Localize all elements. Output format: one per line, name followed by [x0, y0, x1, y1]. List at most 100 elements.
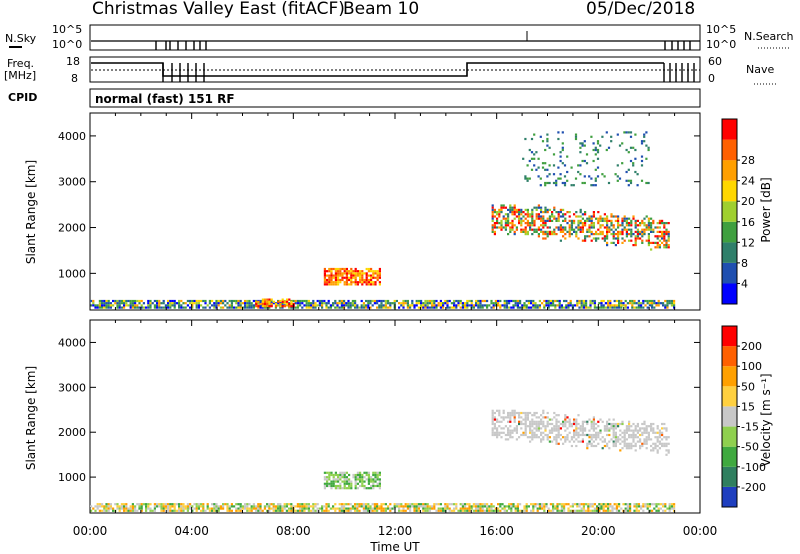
data-cell — [345, 471, 348, 474]
data-cell — [603, 440, 606, 443]
velocity-data-layer — [90, 409, 676, 512]
data-cell — [323, 276, 326, 279]
data-cell — [219, 505, 222, 508]
data-cell — [639, 444, 642, 448]
data-cell — [592, 213, 595, 216]
data-cell — [248, 302, 251, 305]
data-cell — [625, 233, 628, 236]
data-cell — [362, 302, 365, 305]
data-cell — [337, 272, 340, 275]
data-cell — [634, 170, 637, 174]
data-cell — [656, 436, 659, 439]
data-cell — [502, 411, 505, 415]
data-cell — [552, 173, 556, 176]
data-cell — [630, 429, 633, 432]
data-cell — [341, 272, 344, 275]
data-cell — [365, 306, 368, 309]
data-cell — [314, 503, 317, 506]
data-cell — [479, 302, 482, 305]
data-cell — [281, 302, 284, 305]
data-cell — [592, 215, 595, 218]
data-cell — [343, 283, 346, 286]
power-ylabel: Slant Range [km] — [24, 160, 38, 264]
data-cell — [372, 272, 375, 275]
data-cell — [544, 230, 547, 233]
data-cell — [621, 217, 624, 220]
data-cell — [266, 306, 269, 309]
data-cell — [350, 283, 353, 286]
data-cell — [576, 302, 579, 305]
data-cell — [507, 411, 510, 415]
data-cell — [614, 433, 617, 437]
data-cell — [402, 299, 405, 303]
data-cell — [195, 507, 198, 510]
data-cell — [326, 482, 329, 485]
data-cell — [647, 226, 650, 229]
data-cell — [665, 438, 668, 441]
data-cell — [583, 181, 586, 185]
data-cell — [648, 503, 651, 506]
data-cell — [608, 230, 611, 233]
data-cell — [500, 416, 503, 419]
data-cell — [496, 226, 499, 229]
data-cell — [651, 306, 654, 309]
data-cell — [244, 505, 247, 508]
data-cell — [437, 503, 440, 506]
data-cell — [316, 304, 319, 307]
data-cell — [180, 507, 183, 510]
data-cell — [92, 299, 95, 303]
data-cell — [544, 148, 547, 152]
data-cell — [472, 505, 475, 508]
data-cell — [522, 230, 525, 233]
data-cell — [307, 507, 310, 510]
data-cell — [455, 507, 458, 510]
data-cell — [524, 433, 527, 437]
data-cell — [140, 503, 143, 506]
data-cell — [630, 444, 633, 448]
data-cell — [561, 142, 564, 145]
data-cell — [500, 436, 503, 439]
data-cell — [562, 219, 565, 222]
data-cell — [519, 503, 522, 506]
data-cell — [92, 507, 95, 510]
data-cell — [348, 283, 351, 286]
data-cell — [153, 503, 156, 506]
data-cell — [663, 422, 666, 426]
data-cell — [509, 431, 512, 434]
data-cell — [522, 157, 525, 160]
data-cell — [491, 204, 494, 207]
data-cell — [566, 438, 569, 441]
data-cell — [568, 224, 571, 227]
data-cell — [312, 505, 315, 508]
data-cell — [630, 447, 633, 450]
data-cell — [337, 274, 340, 277]
data-cell — [327, 505, 330, 508]
data-cell — [261, 298, 264, 301]
data-cell — [145, 503, 148, 506]
data-cell — [612, 440, 615, 443]
data-cell — [378, 299, 381, 303]
data-cell — [356, 505, 359, 508]
data-cell — [193, 302, 196, 305]
data-cell — [591, 509, 594, 512]
data-cell — [497, 304, 500, 307]
data-cell — [650, 217, 653, 220]
data-cell — [670, 503, 673, 506]
data-cell — [606, 444, 609, 448]
data-cell — [507, 219, 510, 222]
data-cell — [603, 235, 606, 238]
data-cell — [581, 431, 584, 434]
data-cell — [343, 272, 346, 275]
data-cell — [255, 300, 258, 303]
data-cell — [491, 422, 494, 426]
data-cell — [601, 230, 604, 233]
data-cell — [646, 503, 649, 506]
data-cell — [667, 233, 670, 236]
data-cell — [628, 217, 631, 220]
data-cell — [486, 503, 489, 506]
data-cell — [127, 299, 130, 303]
data-cell — [577, 436, 580, 439]
data-cell — [252, 299, 255, 303]
data-cell — [354, 480, 357, 483]
